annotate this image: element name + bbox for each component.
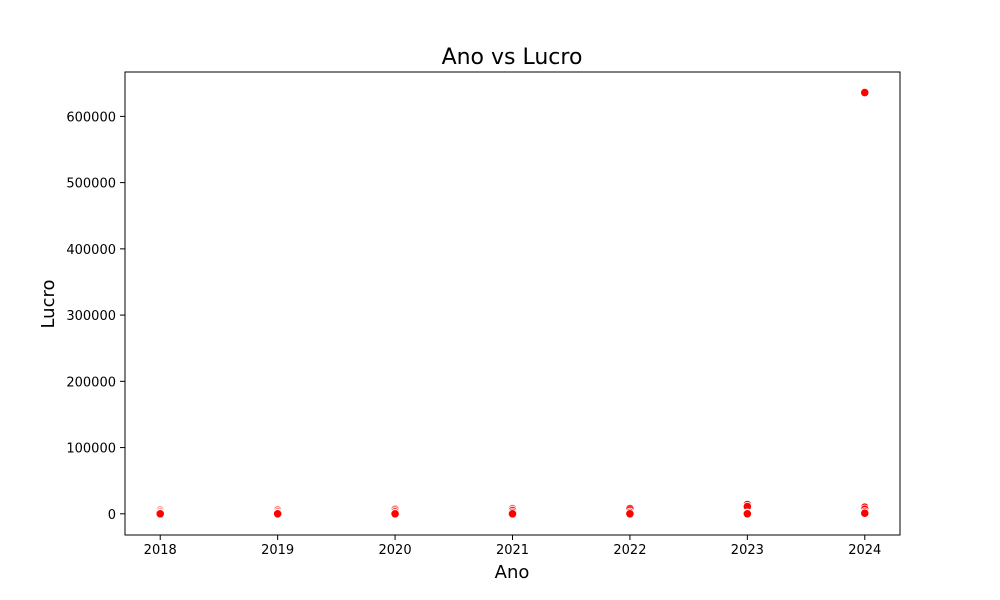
x-axis: 2018 2019 2020 2021 2022 2023 2024 <box>144 535 881 558</box>
x-tick-label: 2018 <box>144 543 177 558</box>
y-tick-label: 200000 <box>66 375 116 390</box>
scatter-point <box>390 509 400 519</box>
x-tick-label: 2023 <box>731 543 764 558</box>
chart-title: Ano vs Lucro <box>442 45 583 70</box>
scatter-point <box>155 509 165 519</box>
y-tick-label: 300000 <box>66 309 116 324</box>
y-tick-label: 500000 <box>66 177 116 192</box>
y-axis-label: Lucro <box>38 279 59 328</box>
y-tick-label: 100000 <box>66 442 116 457</box>
x-tick-label: 2019 <box>261 543 294 558</box>
x-tick-label: 2021 <box>496 543 529 558</box>
scatter-point <box>273 509 283 519</box>
scatter-point <box>625 509 635 519</box>
y-axis: 0 100000 200000 300000 400000 500000 600000 <box>66 110 125 523</box>
y-tick-label: 0 <box>108 508 116 523</box>
scatter-point <box>860 508 870 518</box>
scatter-points <box>155 87 870 519</box>
x-tick-label: 2020 <box>379 543 412 558</box>
y-tick-label: 400000 <box>66 243 116 258</box>
x-axis-label: Ano <box>495 562 530 583</box>
x-tick-label: 2024 <box>848 543 881 558</box>
scatter-point <box>742 509 752 519</box>
scatter-point <box>860 87 870 98</box>
scatter-point <box>507 509 518 519</box>
x-tick-label: 2022 <box>613 543 646 558</box>
y-tick-label: 600000 <box>66 110 116 125</box>
